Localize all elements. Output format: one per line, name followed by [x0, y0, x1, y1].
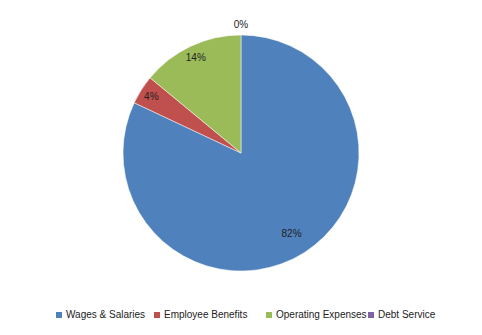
legend-label: Debt Service: [378, 309, 436, 320]
data-label: 82%: [282, 228, 302, 239]
data-label: 4%: [144, 91, 159, 102]
legend: Wages & Salaries Employee Benefits Operati…: [56, 309, 436, 320]
data-labels: 82% 4% 14% 0%: [144, 19, 302, 238]
legend-label: Employee Benefits: [164, 309, 247, 320]
legend-label: Wages & Salaries: [66, 309, 145, 320]
pie-slice: [123, 35, 359, 271]
legend-swatch: [56, 312, 62, 318]
legend-swatch: [368, 312, 374, 318]
chart-svg: 82% 4% 14% 0% Wages & Salaries Employee Benef…: [0, 0, 482, 335]
data-label: 14%: [186, 52, 206, 63]
legend-swatch: [154, 312, 160, 318]
pie-slice: [150, 35, 241, 153]
pie-slice: [241, 35, 242, 153]
slices: [123, 35, 359, 271]
chart-container: 82% 4% 14% 0% Wages & Salaries Employee Benef…: [0, 0, 482, 335]
legend-swatch: [266, 312, 272, 318]
legend-label: Operating Expenses: [276, 309, 367, 320]
data-label: 0%: [234, 19, 249, 30]
